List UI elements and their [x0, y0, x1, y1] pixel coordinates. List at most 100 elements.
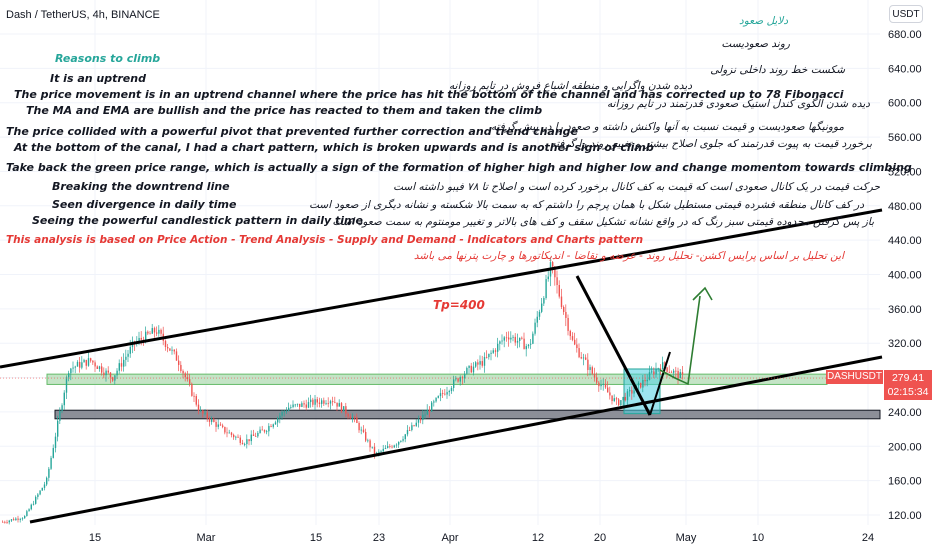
candle-body — [450, 387, 453, 392]
candle-body — [116, 370, 118, 376]
candle-body — [4, 521, 6, 523]
candle-body — [266, 431, 268, 433]
candle-body — [334, 401, 336, 403]
english-note: The MA and EMA are bullish and the price… — [26, 104, 543, 117]
candle-body — [556, 277, 558, 286]
trend-lines — [0, 208, 883, 524]
candle-body — [428, 409, 431, 412]
countdown: 02:15:34 — [887, 386, 929, 398]
candle-body — [213, 419, 215, 422]
candle-body — [646, 379, 648, 382]
candle-body — [145, 331, 147, 343]
candle-body — [457, 378, 459, 382]
candle-body — [200, 410, 202, 412]
english-disclaimer: This analysis is based on Price Action -… — [6, 234, 644, 246]
persian-note: باز پس گرفتن محدوده قیمتی سبز رنگ که در … — [332, 216, 874, 228]
candle-body — [138, 337, 140, 342]
candle-body — [299, 403, 301, 407]
currency-badge[interactable]: USDT — [889, 5, 923, 23]
candle-body — [252, 434, 255, 436]
candle-body — [224, 426, 226, 433]
candle-body — [127, 353, 129, 357]
x-tick-label: May — [676, 532, 697, 544]
candle-body — [508, 337, 510, 340]
candle-body — [96, 366, 98, 369]
candle-body — [92, 360, 94, 363]
candle-body — [444, 393, 446, 395]
candle-body — [74, 366, 76, 368]
candle-body — [52, 447, 54, 458]
candle-body — [446, 392, 448, 395]
candle-body — [246, 439, 248, 445]
arrow-head — [692, 286, 713, 301]
y-tick-label: 600.00 — [888, 98, 922, 110]
candle-body — [659, 368, 662, 370]
candle-body — [398, 441, 400, 445]
candle-body — [85, 359, 87, 366]
candle-body — [367, 440, 369, 442]
candle-body — [15, 518, 17, 521]
candle-body — [13, 519, 15, 521]
candle-body — [369, 440, 371, 448]
candle-body — [24, 516, 26, 519]
candle-body — [673, 370, 675, 373]
candle-body — [657, 368, 659, 370]
candle-body — [373, 446, 376, 455]
candle-body — [250, 434, 252, 442]
candle-body — [541, 303, 543, 312]
candle-body — [65, 377, 68, 393]
candle-body — [310, 399, 312, 403]
candle-body — [43, 484, 46, 488]
candle-body — [193, 395, 195, 397]
candle-body — [30, 504, 32, 510]
candle-body — [318, 402, 321, 404]
candle-body — [268, 425, 270, 432]
candle-body — [609, 392, 611, 396]
english-note: Seen divergence in daily time — [52, 198, 237, 211]
candle-body — [296, 403, 299, 405]
candle-body — [281, 412, 283, 416]
candle-body — [589, 367, 591, 371]
candle-body — [479, 361, 481, 365]
price-axis: 120.00160.00200.00240.00280.00320.00360.… — [888, 29, 922, 522]
grid — [0, 0, 880, 525]
candle-body — [439, 393, 442, 397]
candle-body — [239, 437, 241, 443]
candle-body — [147, 331, 149, 334]
candle-body — [591, 367, 593, 374]
candle-body — [510, 337, 512, 340]
candle-body — [129, 346, 131, 354]
candle-body — [497, 343, 499, 352]
candle-body — [486, 356, 488, 358]
candle-body — [576, 344, 578, 349]
candle-body — [356, 417, 358, 423]
x-tick-label: Apr — [441, 532, 458, 544]
candle-body — [340, 403, 343, 412]
candle-body — [175, 351, 178, 361]
candle-body — [257, 432, 259, 437]
candle-body — [442, 393, 444, 394]
candle-body — [101, 366, 103, 373]
channel-top-line — [0, 208, 883, 369]
candle-body — [323, 400, 325, 404]
channel-bottom-line — [29, 355, 883, 524]
english-note: At the bottom of the canal, I had a char… — [14, 141, 654, 154]
candle-body — [499, 341, 501, 344]
persian-disclaimer: این تحلیل بر اساس پرایس اکشن- تحلیل روند… — [413, 250, 844, 262]
candle-body — [336, 402, 338, 407]
candle-body — [481, 361, 483, 366]
candle-body — [620, 400, 622, 406]
candle-body — [501, 340, 503, 342]
persian-note: حرکت قیمت در یک کانال صعودی است که قیمت … — [393, 181, 880, 193]
candle-body — [19, 519, 21, 520]
candle-body — [325, 403, 327, 405]
candle-body — [17, 518, 19, 520]
candle-body — [395, 444, 398, 446]
candle-body — [461, 377, 464, 379]
candle-body — [490, 352, 492, 354]
candle-body — [285, 410, 288, 412]
candle-body — [270, 425, 272, 427]
candle-body — [631, 390, 633, 394]
candle-body — [411, 425, 413, 431]
candle-body — [596, 377, 598, 383]
